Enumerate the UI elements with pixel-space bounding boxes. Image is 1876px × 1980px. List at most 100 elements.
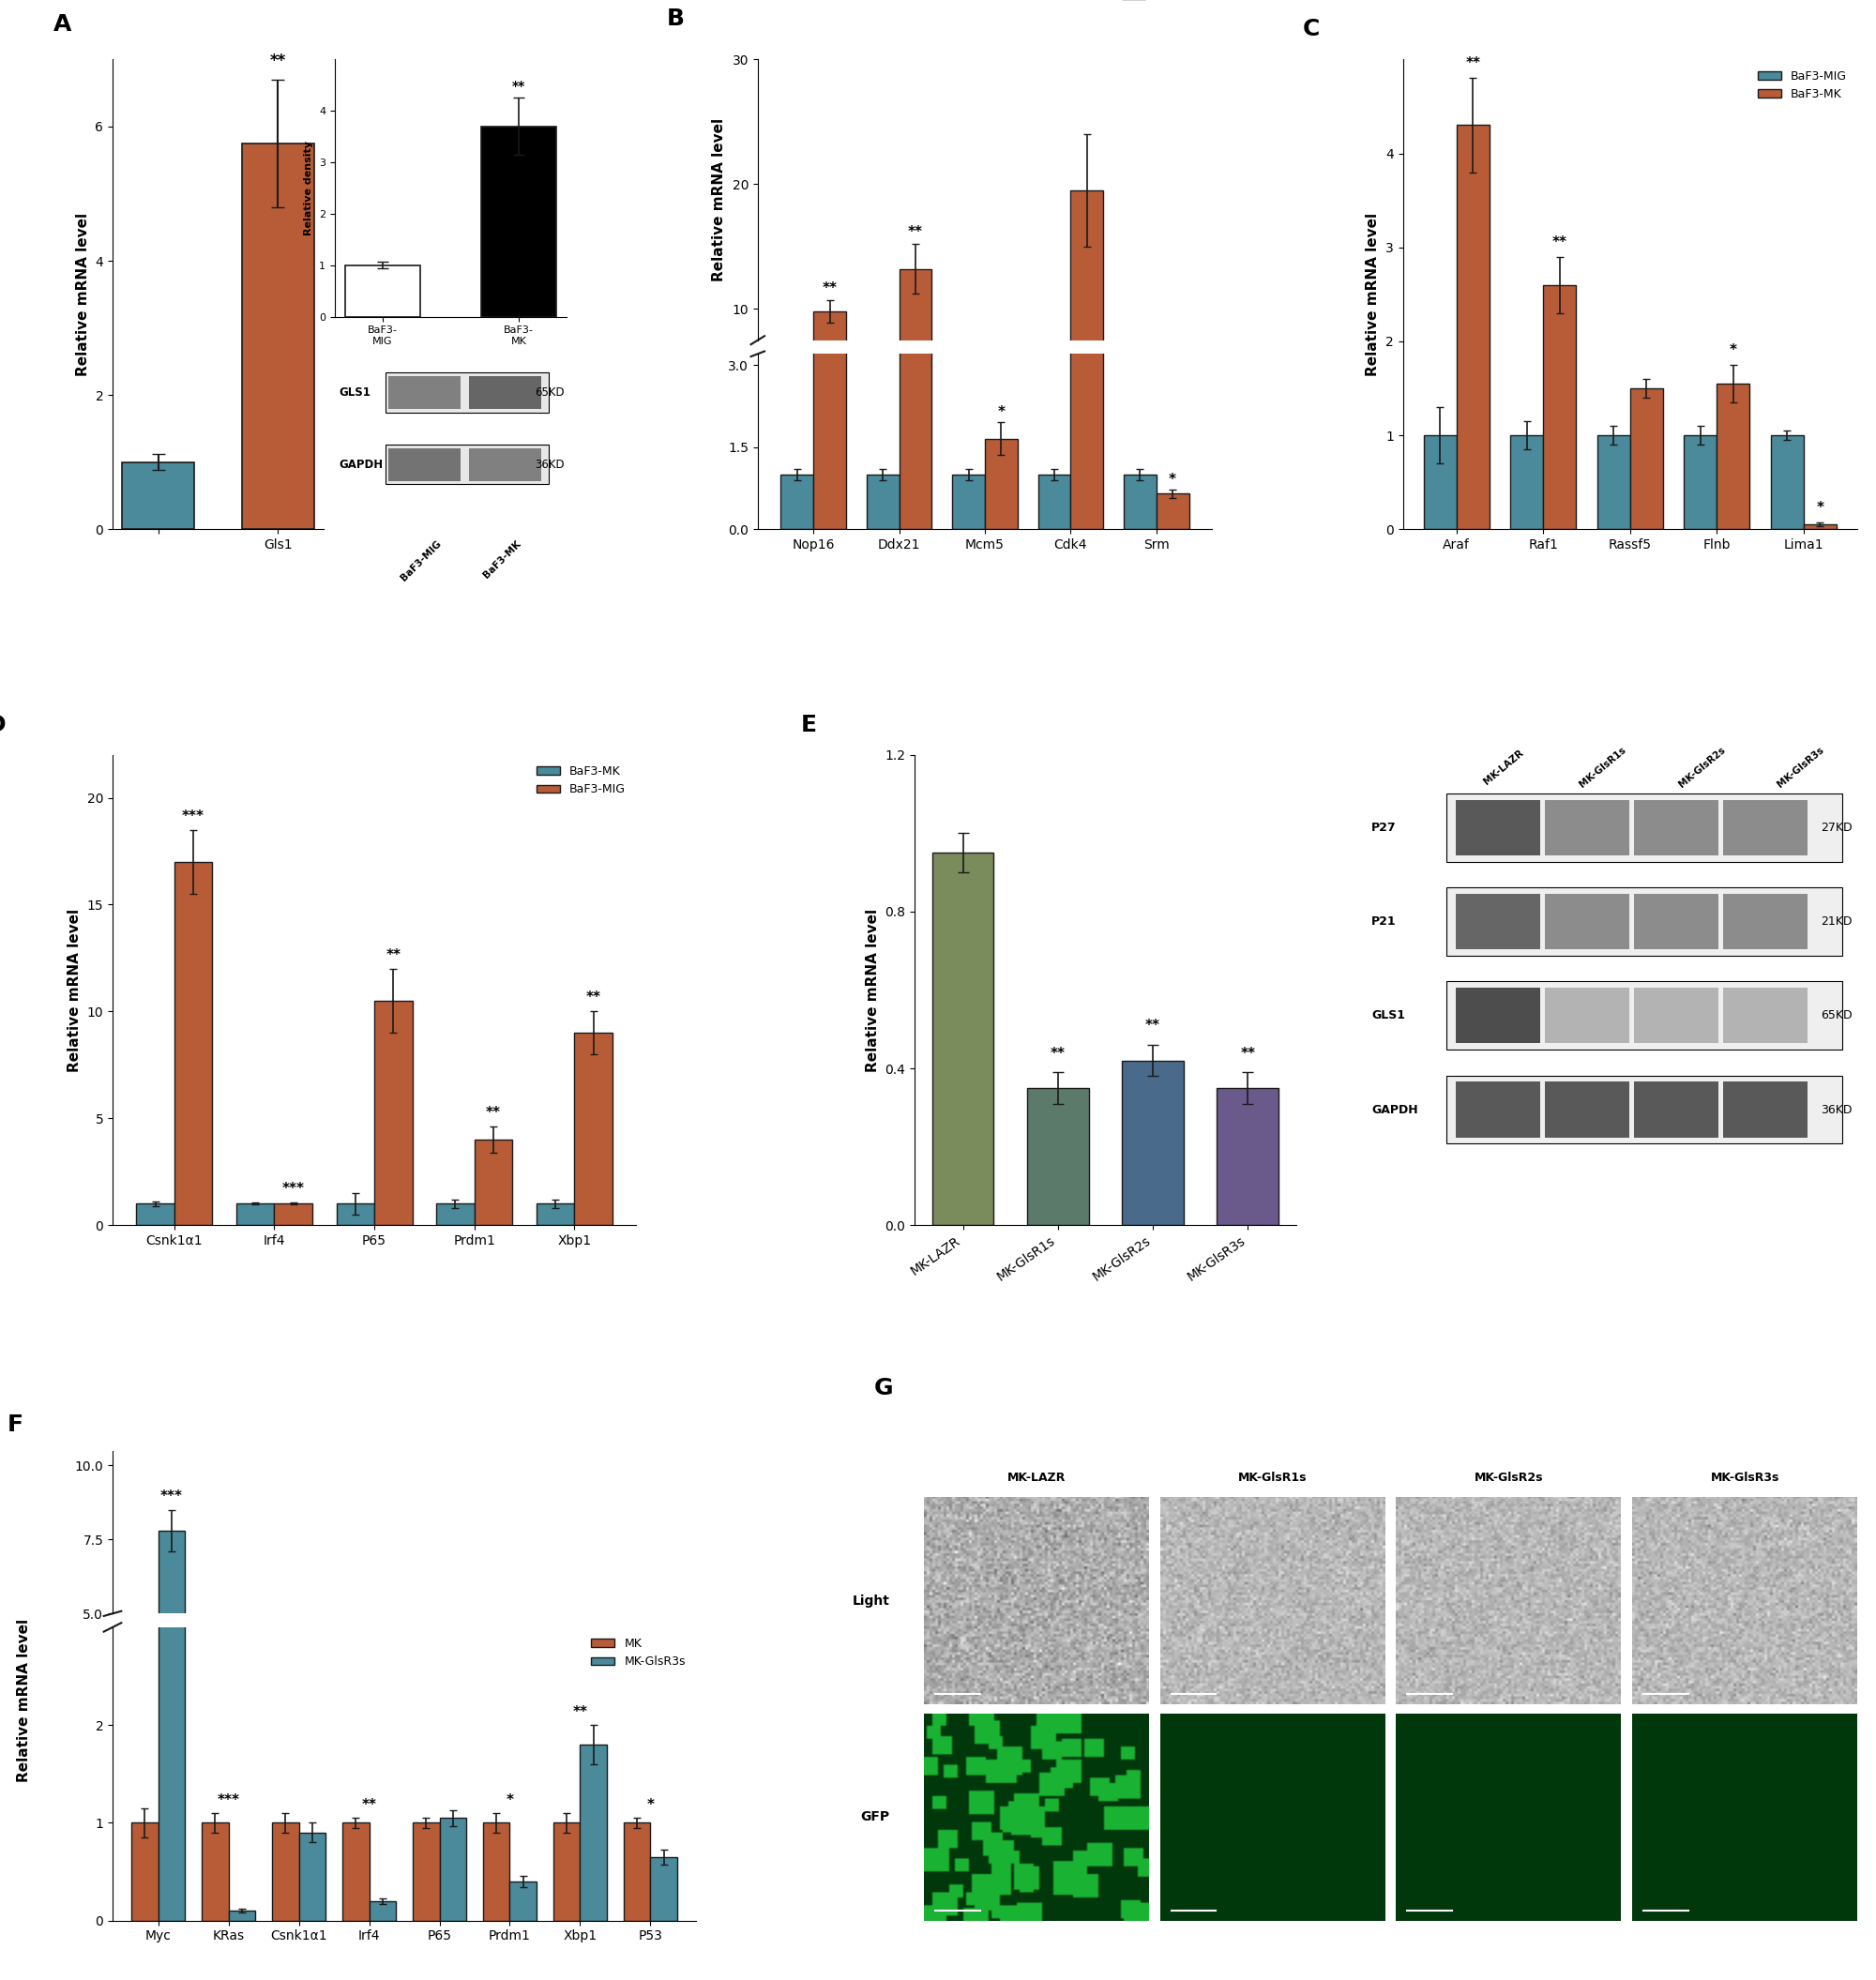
Bar [953,475,985,529]
Text: *: * [1169,473,1176,487]
Bar [1634,800,1718,855]
Bar [1717,384,1750,529]
Bar [345,265,420,317]
Text: **: ** [1051,1047,1066,1061]
Bar [274,1204,313,1226]
Bar [272,1824,298,1921]
Text: GLS1: GLS1 [1371,1010,1405,1022]
Bar [1124,475,1156,529]
Text: 36KD: 36KD [1822,1103,1852,1117]
Text: MK-GlsR3s: MK-GlsR3s [1777,744,1825,790]
Bar [1630,388,1662,529]
Text: MK-GlsR1s: MK-GlsR1s [1238,1471,1308,1485]
Text: ***: *** [281,1182,304,1196]
Bar [236,1204,274,1226]
Bar [386,446,548,485]
Y-axis label: Relative mRNA level: Relative mRNA level [865,909,880,1071]
Bar [439,1818,465,1921]
Bar [553,1732,580,1762]
Bar [1156,426,1189,434]
Text: **: ** [362,1798,377,1812]
Text: GAPDH: GAPDH [1371,1103,1418,1117]
Text: **: ** [585,990,600,1006]
Text: **: ** [486,1107,501,1121]
Bar [985,414,1017,434]
Text: C: C [1304,18,1321,40]
Bar [1026,1087,1088,1226]
Legend: BaF3-MIG, BaF3-MK: BaF3-MIG, BaF3-MK [1116,0,1216,6]
Bar [1724,800,1808,855]
Y-axis label: Relative mRNA level: Relative mRNA level [17,1620,30,1782]
Bar [122,461,193,529]
Bar [437,1204,475,1226]
Y-axis label: Relative mRNA level: Relative mRNA level [75,212,90,376]
Bar [1724,1081,1808,1137]
Bar [580,1709,606,1762]
Bar [985,440,1017,529]
Bar [475,1140,512,1226]
Bar [1546,1081,1628,1137]
Bar [1634,1081,1718,1137]
Bar [1634,988,1718,1043]
Bar [1446,1075,1842,1144]
Bar [1446,794,1842,861]
Legend: BaF3-MK, BaF3-MIG: BaF3-MK, BaF3-MIG [531,760,630,800]
Bar [1724,988,1808,1043]
Bar [1546,988,1628,1043]
Bar [131,1824,158,1921]
Text: **: ** [908,226,923,240]
Bar [1544,285,1576,529]
Bar [510,1881,537,1921]
Text: G: G [874,1376,893,1400]
Bar [439,1731,465,1762]
Bar [1456,125,1490,529]
Bar [1037,422,1071,434]
Text: MK-GlsR2s: MK-GlsR2s [1677,744,1726,790]
Bar [580,1744,606,1921]
Bar [574,1034,612,1226]
Bar [1456,893,1540,948]
Text: MK-GlsR1s: MK-GlsR1s [1578,744,1628,790]
Bar [1037,475,1071,529]
Bar [1124,422,1156,434]
Text: E: E [801,713,816,737]
Bar [1071,190,1103,434]
Bar [336,1204,375,1226]
Bar [1546,800,1628,855]
Bar [780,475,814,529]
Bar [651,1742,677,1762]
Bar [1456,1081,1540,1137]
Bar [1634,893,1718,948]
Bar [867,422,899,434]
Bar [1724,893,1808,948]
Y-axis label: Relative mRNA level: Relative mRNA level [711,119,726,281]
Text: **: ** [270,53,287,69]
Bar [1424,436,1456,529]
Bar [370,1901,396,1921]
Bar [298,1734,326,1762]
Text: **: ** [1240,1047,1255,1061]
Bar [537,1204,574,1226]
Text: 65KD: 65KD [1822,1010,1852,1022]
Bar [510,1750,537,1762]
Text: **: ** [1465,57,1480,71]
Text: 65KD: 65KD [535,386,565,398]
Bar [1156,493,1189,529]
Bar [814,311,846,434]
Bar [137,1204,174,1226]
Text: **: ** [512,79,525,93]
Bar [1446,982,1842,1049]
Text: ***: *** [159,1489,182,1505]
Bar [1071,0,1103,529]
Text: MK-LAZR: MK-LAZR [1482,748,1525,786]
Bar [814,0,846,529]
Bar [482,127,557,317]
Bar [413,1732,439,1762]
Text: *: * [507,1794,514,1808]
Text: **: ** [572,1705,587,1719]
Bar [1122,1061,1184,1226]
Bar [1446,887,1842,956]
Bar [1596,436,1630,529]
Bar [1803,525,1837,529]
Text: MK-GlsR2s: MK-GlsR2s [1475,1471,1544,1485]
